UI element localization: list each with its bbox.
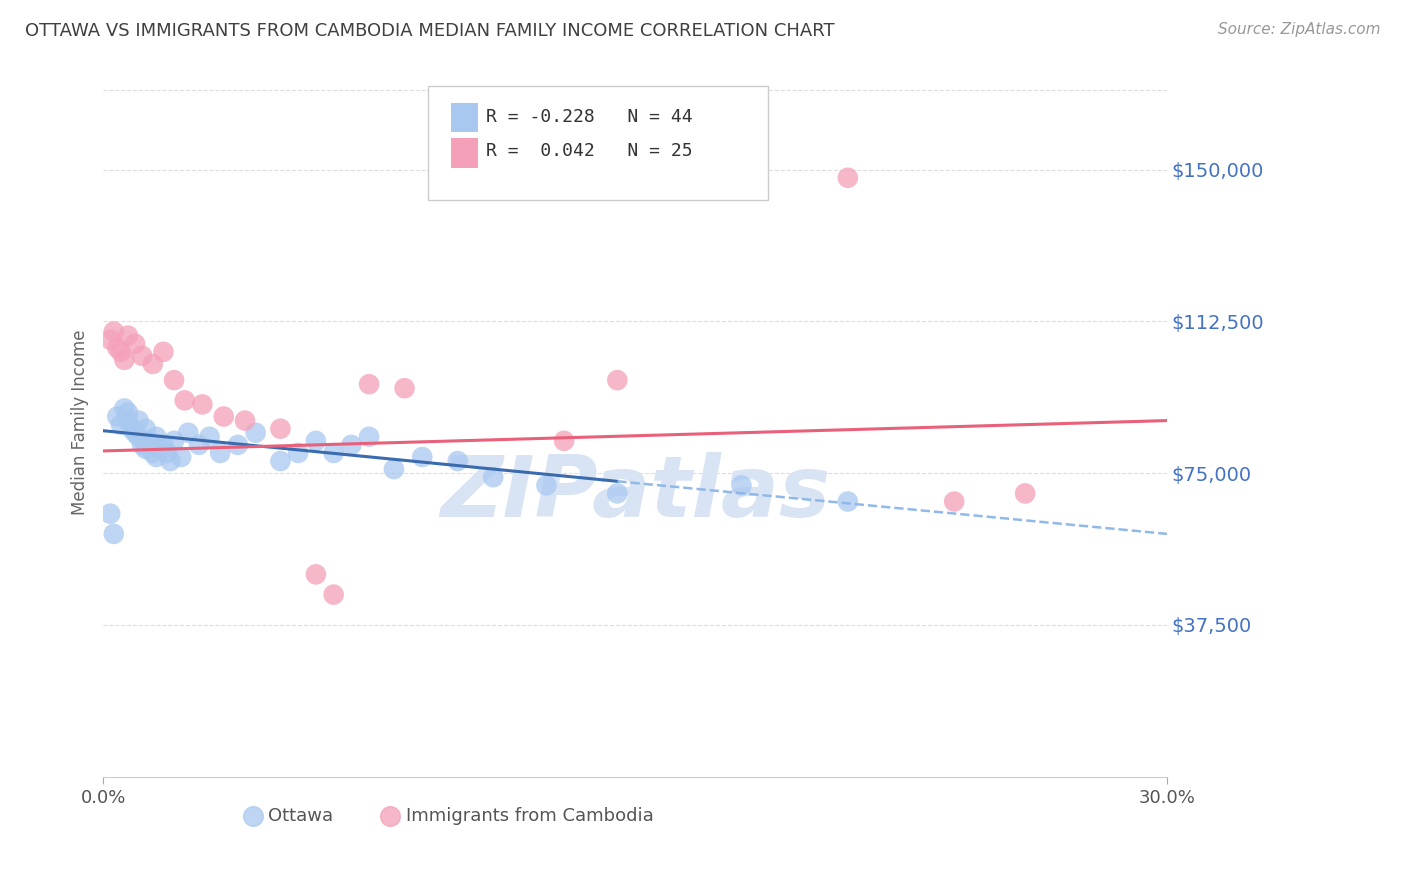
Text: Immigrants from Cambodia: Immigrants from Cambodia [406,806,654,824]
Point [191,397,214,411]
Point [943,494,966,508]
Text: Ottawa: Ottawa [269,806,333,824]
Point [103,527,125,541]
Point [152,344,174,359]
Point [322,446,344,460]
Point [131,438,153,452]
Point [606,373,628,387]
Point [340,438,363,452]
Point [187,438,209,452]
Point [1049,770,1071,784]
Point [135,422,157,436]
Point [482,470,505,484]
Text: R =  0.042   N = 25: R = 0.042 N = 25 [486,143,693,161]
Y-axis label: Median Family Income: Median Family Income [72,330,89,516]
Point [170,450,193,464]
Point [212,409,235,424]
Point [152,438,174,452]
Point [198,430,221,444]
Point [103,325,125,339]
Point [112,401,135,416]
Text: OTTAWA VS IMMIGRANTS FROM CAMBODIA MEDIAN FAMILY INCOME CORRELATION CHART: OTTAWA VS IMMIGRANTS FROM CAMBODIA MEDIA… [25,22,835,40]
Point [145,430,167,444]
Point [138,434,160,448]
Point [177,425,200,440]
Point [117,414,139,428]
Text: Source: ZipAtlas.com: Source: ZipAtlas.com [1218,22,1381,37]
Point [156,446,179,460]
Point [110,417,132,432]
Point [117,328,139,343]
Point [124,336,146,351]
Point [411,450,433,464]
Point [128,430,150,444]
Point [287,446,309,460]
Point [592,770,614,784]
Point [98,507,121,521]
Point [209,446,232,460]
Point [121,422,143,436]
Point [305,434,328,448]
Point [226,438,249,452]
Text: R = -0.228   N = 44: R = -0.228 N = 44 [486,109,693,127]
Text: ZIPatlas: ZIPatlas [440,452,830,535]
Point [135,442,157,456]
Point [173,393,195,408]
Point [142,446,165,460]
Point [394,381,416,395]
Point [149,442,172,456]
Point [305,567,328,582]
Point [105,409,128,424]
Point [233,414,256,428]
Point [269,454,291,468]
Point [269,422,291,436]
Point [837,170,859,185]
Point [553,434,575,448]
Point [730,478,752,492]
Point [606,486,628,500]
Bar [451,103,478,132]
Point [98,333,121,347]
Point [110,344,132,359]
Point [112,352,135,367]
Point [359,377,381,392]
Point [131,349,153,363]
Point [245,425,267,440]
Point [359,430,381,444]
Bar [451,138,478,168]
Point [447,454,470,468]
Point [163,434,186,448]
Point [159,454,181,468]
Point [117,405,139,419]
FancyBboxPatch shape [427,87,768,200]
Point [837,494,859,508]
Point [1014,486,1036,500]
Point [142,357,165,371]
Point [536,478,558,492]
Point [145,450,167,464]
Point [163,373,186,387]
Point [105,341,128,355]
Point [128,414,150,428]
Point [382,462,405,476]
Point [322,588,344,602]
Point [124,425,146,440]
